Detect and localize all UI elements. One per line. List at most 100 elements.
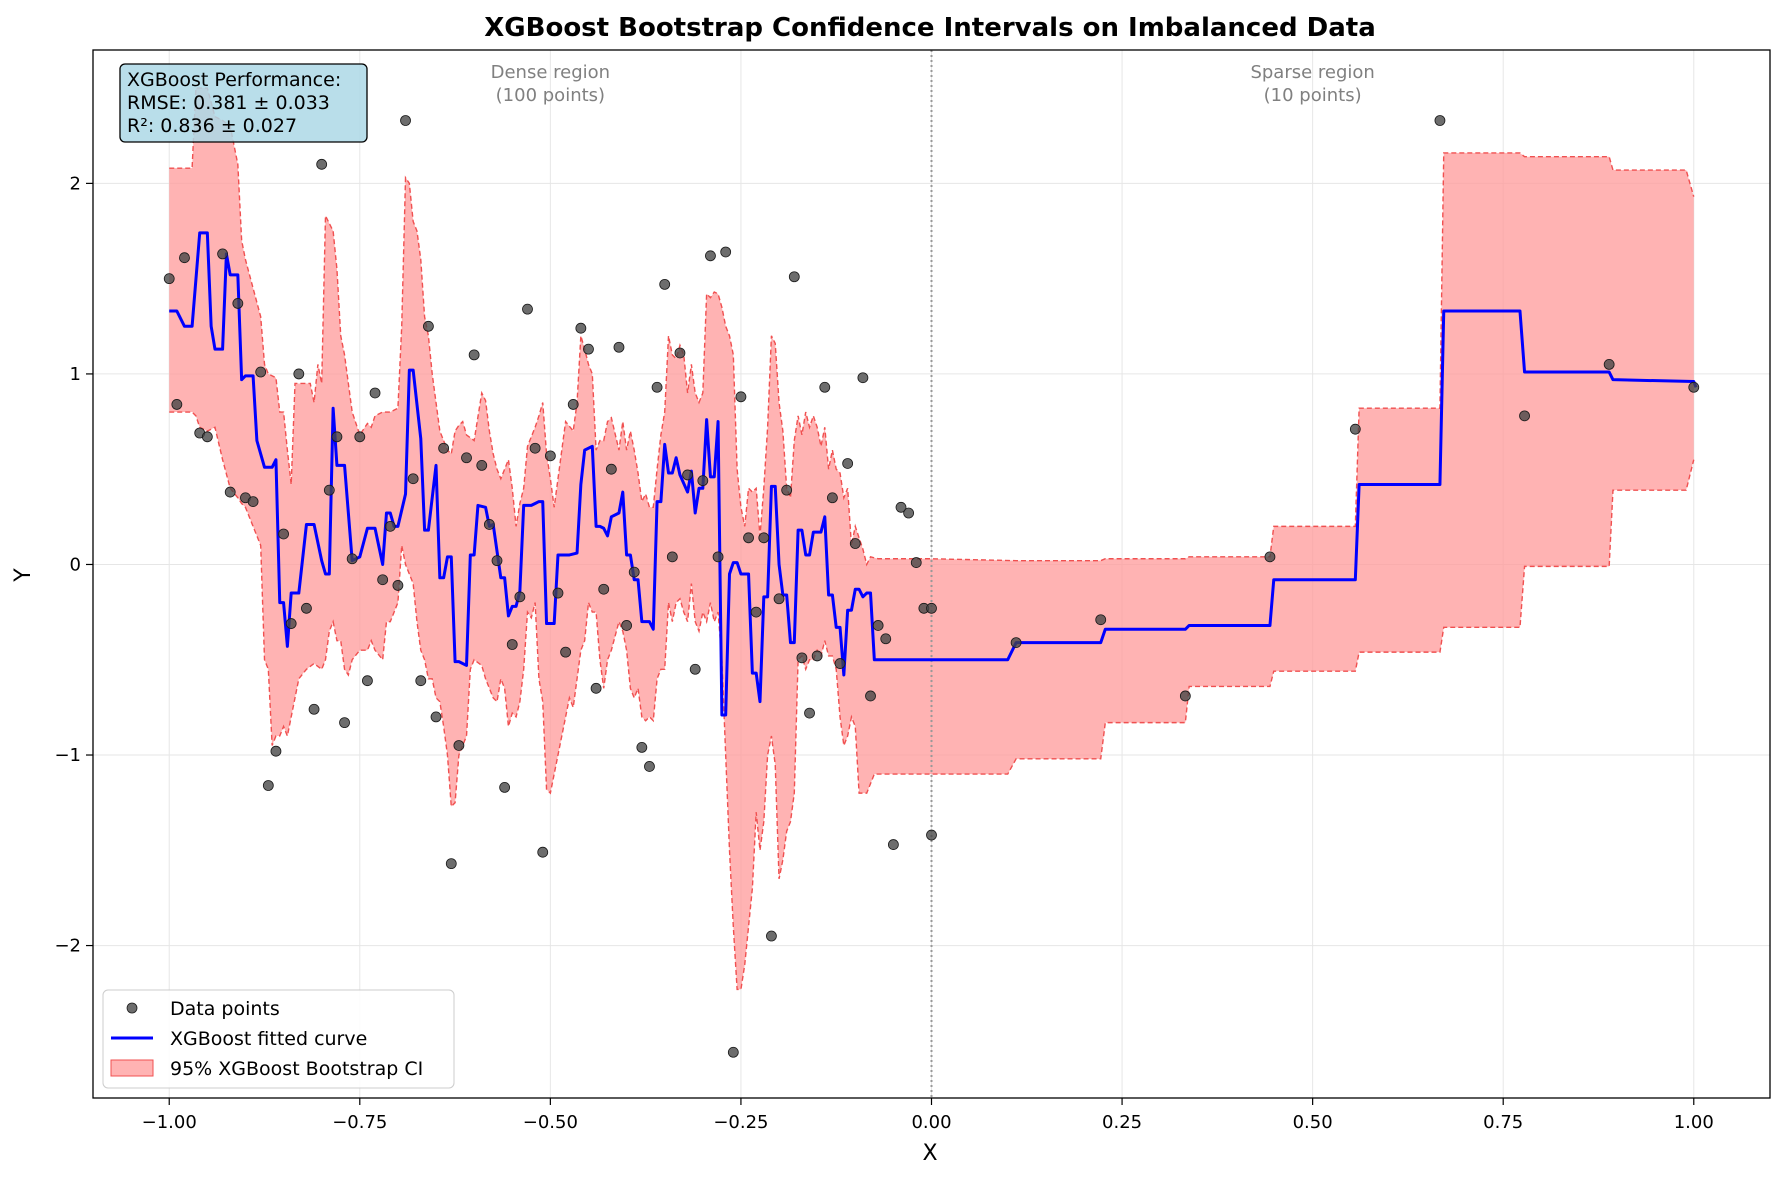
data-point-41 <box>491 555 503 567</box>
x-tick-label-6: 0.50 <box>1293 1112 1333 1133</box>
data-point-45 <box>522 303 533 315</box>
region-annotation-0-line-0: Dense region <box>491 62 610 83</box>
data-point-22 <box>346 553 358 565</box>
data-point-21 <box>339 717 350 729</box>
data-point-99 <box>926 602 937 614</box>
performance-box-line-0: XGBoost Performance: <box>127 69 341 91</box>
data-point-11 <box>262 780 274 791</box>
chart-title: XGBoost Bootstrap Confidence Intervals o… <box>484 13 1376 43</box>
data-point-32 <box>422 320 434 332</box>
data-point-39 <box>476 459 488 471</box>
x-tick-label-3: −0.25 <box>713 1112 768 1133</box>
data-point-85 <box>827 492 838 504</box>
region-annotation-1-line-0: Sparse region <box>1250 62 1374 83</box>
y-tick-label-3: 1 <box>70 364 81 385</box>
data-point-89 <box>857 372 869 384</box>
data-point-58 <box>621 620 632 631</box>
data-point-80 <box>788 271 800 283</box>
data-point-74 <box>743 532 754 544</box>
data-point-34 <box>438 442 450 454</box>
data-point-55 <box>598 583 610 595</box>
data-point-95 <box>903 507 915 519</box>
data-point-17 <box>308 703 320 715</box>
legend-marker-0 <box>126 1002 138 1014</box>
data-point-86 <box>834 658 846 669</box>
data-point-104 <box>1349 423 1361 435</box>
data-point-29 <box>400 115 411 126</box>
performance-box-line-1: RMSE: 0.381 ± 0.033 <box>127 92 330 114</box>
data-point-77 <box>766 930 777 942</box>
ci-band-fill <box>169 88 1694 990</box>
data-point-18 <box>316 158 328 170</box>
data-point-47 <box>537 846 549 858</box>
data-point-63 <box>659 278 671 290</box>
data-point-87 <box>842 458 854 469</box>
data-point-23 <box>354 431 366 443</box>
data-point-106 <box>1519 410 1530 422</box>
y-tick-label-2: 0 <box>70 554 81 575</box>
data-point-51 <box>567 399 579 410</box>
data-point-60 <box>636 741 648 753</box>
y-axis-ticks: −2 −1 0 1 2 <box>54 173 93 957</box>
data-point-108 <box>1688 381 1700 393</box>
data-point-64 <box>666 551 678 563</box>
data-point-4 <box>201 431 213 443</box>
x-axis-label: X <box>922 1141 937 1166</box>
data-point-68 <box>697 475 709 487</box>
data-point-102 <box>1179 690 1191 702</box>
data-point-36 <box>453 740 465 751</box>
data-point-82 <box>804 707 815 719</box>
y-axis-label: Y <box>11 568 36 583</box>
data-point-14 <box>285 618 297 629</box>
scatter-points <box>163 115 1700 1058</box>
x-axis-ticks: −1.00 −0.75 −0.50 −0.25 0.00 0.25 0.50 0.75 1.00 <box>142 1098 1714 1133</box>
ci-lower-edge <box>169 411 1695 991</box>
data-point-26 <box>377 574 389 586</box>
data-point-98 <box>926 829 937 841</box>
data-point-2 <box>179 252 190 264</box>
y-tick-label-4: 2 <box>70 173 81 194</box>
x-tick-label-8: 1.00 <box>1674 1112 1714 1133</box>
data-point-38 <box>468 349 480 361</box>
data-point-78 <box>773 593 785 605</box>
data-point-103 <box>1264 551 1276 563</box>
data-point-27 <box>384 520 396 532</box>
data-point-79 <box>781 484 793 496</box>
data-point-52 <box>575 322 587 334</box>
data-point-94 <box>895 501 907 513</box>
region-annotations: Dense region(100 points) Sparse region(10… <box>491 62 1375 106</box>
data-point-6 <box>224 486 236 498</box>
data-point-10 <box>255 366 267 378</box>
data-point-7 <box>232 298 244 309</box>
data-point-71 <box>720 246 732 258</box>
data-point-43 <box>506 639 518 650</box>
x-tick-label-1: −0.75 <box>332 1112 387 1133</box>
data-point-90 <box>865 690 876 702</box>
x-tick-label-7: 0.75 <box>1483 1112 1523 1133</box>
data-point-37 <box>461 452 472 464</box>
data-point-50 <box>560 646 572 658</box>
data-point-19 <box>323 484 335 496</box>
data-point-81 <box>796 652 808 664</box>
data-point-48 <box>544 450 556 462</box>
data-point-62 <box>651 381 663 393</box>
data-point-25 <box>369 387 381 399</box>
legend-marker-2 <box>110 1059 154 1077</box>
performance-box-line-2: R²: 0.836 ± 0.027 <box>127 115 297 137</box>
data-point-49 <box>552 587 564 599</box>
data-point-107 <box>1603 358 1615 370</box>
data-point-83 <box>811 650 823 662</box>
x-tick-label-4: 0.00 <box>911 1112 951 1133</box>
data-point-53 <box>583 343 594 355</box>
data-point-101 <box>1095 614 1107 626</box>
data-point-44 <box>514 591 526 603</box>
region-annotation-1-line-1: (10 points) <box>1264 85 1362 106</box>
legend-frame <box>102 989 455 1089</box>
data-point-75 <box>750 606 762 618</box>
data-point-73 <box>735 391 747 403</box>
data-point-40 <box>483 519 495 530</box>
data-point-59 <box>628 566 640 578</box>
data-point-35 <box>445 858 457 870</box>
y-tick-label-1: −1 <box>54 745 81 766</box>
